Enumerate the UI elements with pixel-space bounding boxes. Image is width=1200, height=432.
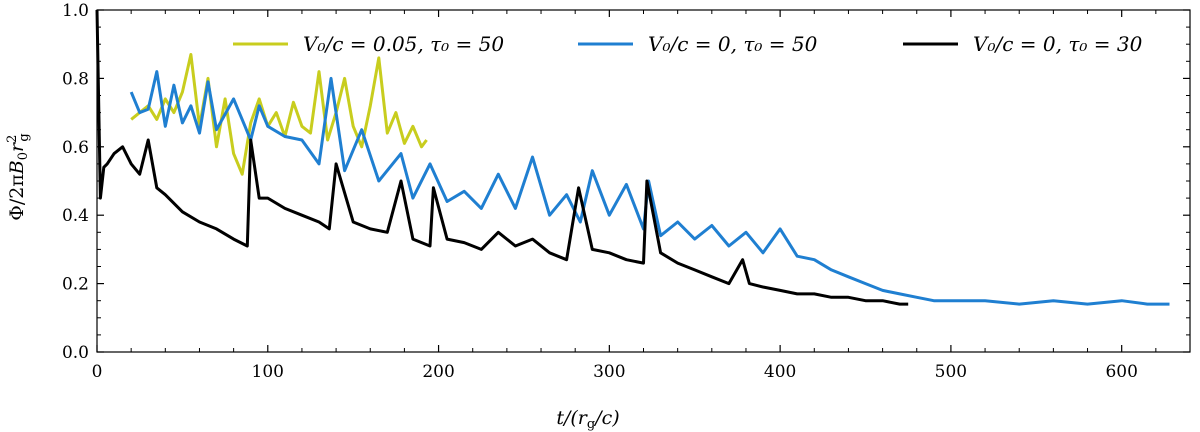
x-axis-label: t/(rg/c) [556,407,619,432]
x-tick-label: 100 [252,362,284,382]
x-tick-label: 200 [422,362,454,382]
y-tick-label: 1.0 [62,1,89,21]
series-line-1 [130,53,428,176]
y-tick-label: 0.6 [62,138,89,158]
legend-label: V₀/c = 0, τ₀ = 30 [973,32,1143,56]
x-tick-label: 500 [935,362,967,382]
legend: V₀/c = 0.05, τ₀ = 50 V₀/c = 0, τ₀ = 50 V₀/… [233,32,1143,56]
plot-lines [95,9,1170,306]
x-tick-label: 400 [764,362,796,382]
y-tick-label: 0.2 [62,275,89,295]
plot-frame [96,9,1191,353]
legend-label: V₀/c = 0.05, τ₀ = 50 [303,32,504,56]
axis-ticks: 0 100 200 300 400 500 600 0.0 0.2 0.4 0.6 0.8 1.0 [62,1,1191,382]
series-line-3 [95,9,909,306]
series-line-2 [129,70,1170,306]
legend-label: V₀/c = 0, τ₀ = 50 [648,32,818,56]
y-tick-label: 0.8 [62,69,89,89]
y-axis-label: Φ/2πB0r2g [5,133,32,221]
y-tick-label: 0.4 [62,206,89,226]
x-tick-label: 300 [593,362,625,382]
y-tick-label: 0.0 [62,343,89,363]
x-tick-label: 0 [92,362,103,382]
x-tick-label: 600 [1105,362,1137,382]
